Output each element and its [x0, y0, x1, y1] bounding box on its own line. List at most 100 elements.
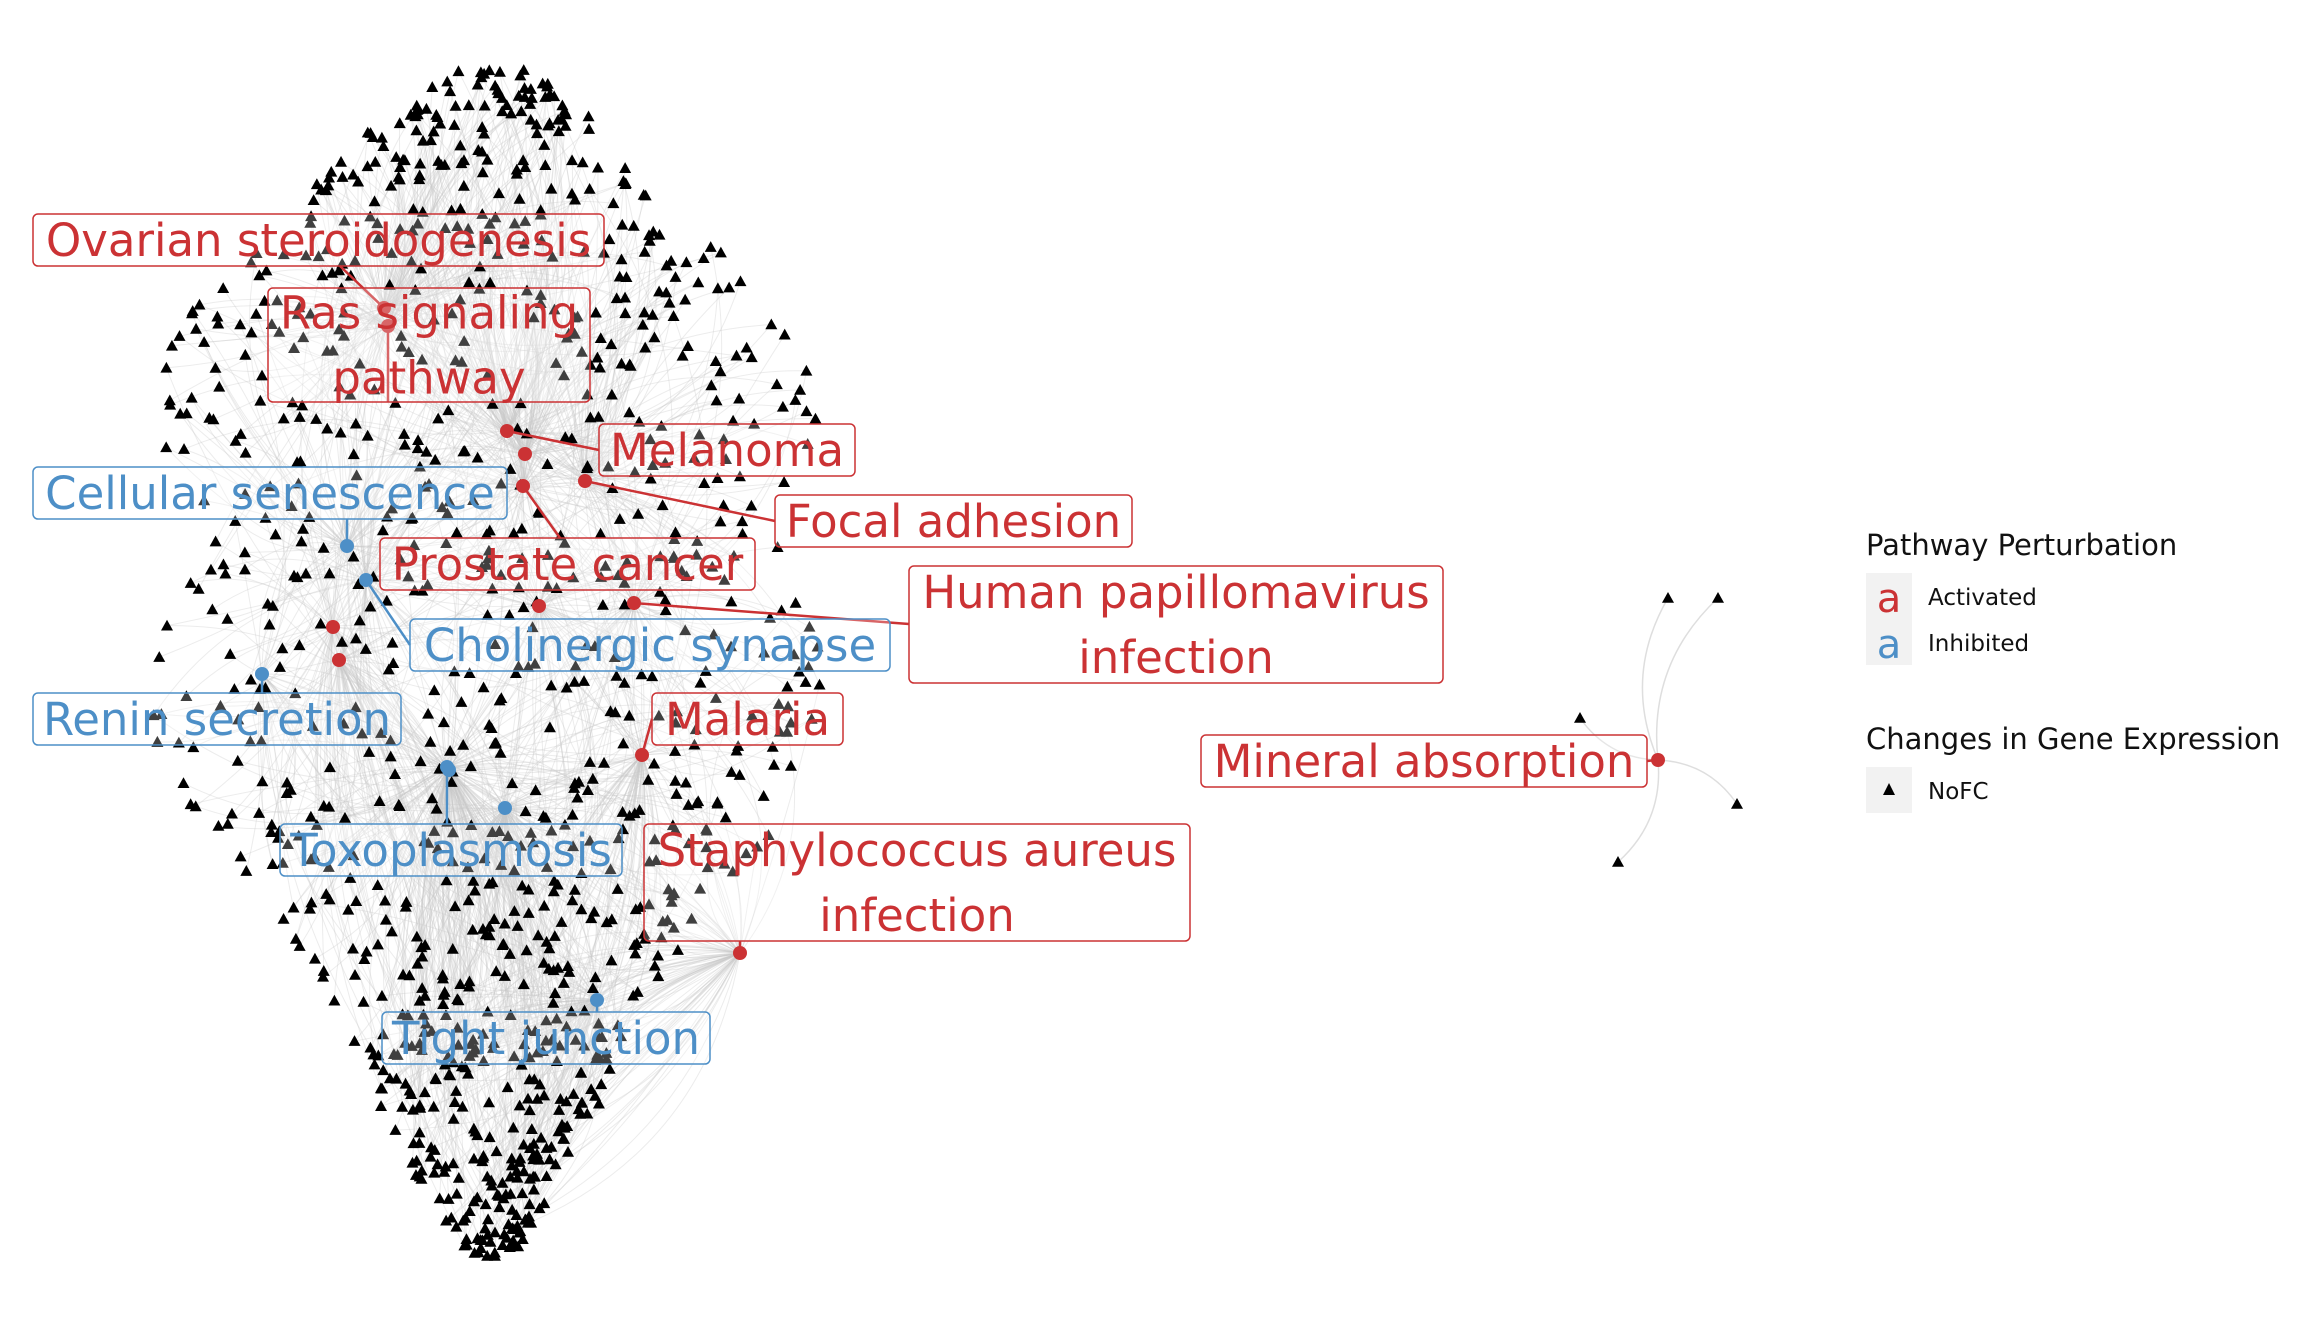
network-edge: [387, 173, 518, 327]
gene-node: [598, 756, 611, 768]
gene-node: [322, 861, 335, 872]
network-edge: [448, 769, 566, 1128]
gene-node: [723, 281, 736, 293]
gene-node: [392, 170, 405, 182]
network-edge: [353, 307, 385, 557]
network-edge: [261, 220, 345, 675]
network-edge: [448, 769, 550, 970]
network-edge: [401, 346, 586, 482]
network-edge: [581, 905, 741, 954]
network-edge: [607, 466, 653, 756]
network-edge: [448, 769, 675, 894]
gene-node: [347, 849, 360, 861]
gene-node: [700, 824, 713, 836]
gene-node: [396, 1100, 409, 1112]
network-edge: [536, 602, 643, 1053]
gene-node: [293, 411, 306, 422]
network-edge: [446, 675, 617, 768]
gene-node: [534, 289, 547, 300]
gene-node: [234, 428, 247, 439]
gene-node: [312, 250, 325, 262]
network-edge: [595, 754, 643, 1054]
network-edge: [497, 254, 508, 432]
network-edge: [346, 97, 533, 547]
gene-node: [610, 669, 623, 681]
network-edge: [524, 356, 753, 455]
gene-node: [604, 863, 617, 875]
network-edge: [383, 182, 626, 309]
gene-node: [411, 217, 424, 229]
gene-node: [232, 713, 245, 725]
network-edge: [448, 769, 556, 937]
gene-node: [617, 175, 630, 186]
gene-node: [530, 118, 543, 130]
gene-node: [467, 1195, 480, 1207]
network-edge: [383, 110, 522, 309]
gene-node: [357, 995, 370, 1007]
network-edge: [497, 93, 545, 432]
network-edge: [506, 251, 585, 432]
network-edge: [448, 769, 733, 876]
gene-node: [527, 1170, 540, 1182]
gene-node: [314, 617, 327, 629]
network-edge: [521, 602, 635, 1065]
gene-node: [628, 807, 641, 819]
network-edge: [446, 766, 515, 1044]
network-edge: [506, 324, 772, 432]
leader-line: [506, 429, 600, 452]
network-edge: [346, 444, 406, 547]
network-edge: [261, 626, 334, 865]
network-edge: [433, 319, 524, 487]
network-edge: [325, 769, 450, 895]
network-edge: [504, 807, 527, 1172]
network-edge: [387, 130, 560, 327]
network-edge: [248, 253, 348, 547]
network-edge: [484, 853, 741, 954]
network-edge: [447, 769, 469, 1057]
network-edge: [383, 70, 490, 309]
network-edge: [536, 754, 650, 1053]
network-edge: [506, 364, 631, 432]
gene-node: [451, 220, 464, 232]
gene-node: [481, 609, 494, 620]
network-edge: [504, 786, 589, 809]
gene-node: [250, 247, 263, 259]
network-edge: [562, 754, 643, 1139]
network-edge: [486, 952, 741, 1177]
gene-node: [803, 620, 816, 632]
gene-node: [648, 757, 661, 769]
legend-label-activated: Activated: [1928, 585, 2037, 611]
gene-node: [629, 947, 642, 959]
gene-node: [234, 318, 247, 330]
network-edge: [340, 432, 526, 463]
pathway-label-text: Ovarian steroidogenesis: [46, 214, 591, 267]
gene-node: [254, 394, 267, 406]
network-edge: [506, 430, 676, 533]
gene-node: [704, 241, 717, 252]
network-edge: [204, 307, 385, 343]
network-edge: [352, 769, 450, 949]
network-edge: [538, 256, 576, 607]
gene-node: [507, 1121, 520, 1133]
network-edge: [448, 769, 596, 978]
gene-node: [577, 245, 590, 257]
network-edge: [506, 360, 717, 434]
network-edge: [543, 602, 637, 964]
gene-node: [811, 640, 824, 652]
network-edge: [316, 184, 526, 455]
gene-node: [426, 81, 439, 92]
network-edge: [377, 238, 526, 455]
gene-node: [512, 660, 525, 672]
gene-node: [402, 346, 415, 357]
network-edge: [186, 626, 334, 697]
network-edge: [526, 290, 586, 482]
gene-node: [471, 78, 484, 90]
pathway-label-box: [32, 213, 605, 267]
network-edge: [259, 769, 450, 814]
network-edge: [456, 485, 524, 534]
gene-node: [613, 513, 626, 524]
gene-node: [452, 994, 465, 1006]
pathway-label-tight: Tight junction: [381, 1011, 711, 1065]
gene-node: [333, 380, 346, 392]
gene-node: [489, 211, 502, 223]
